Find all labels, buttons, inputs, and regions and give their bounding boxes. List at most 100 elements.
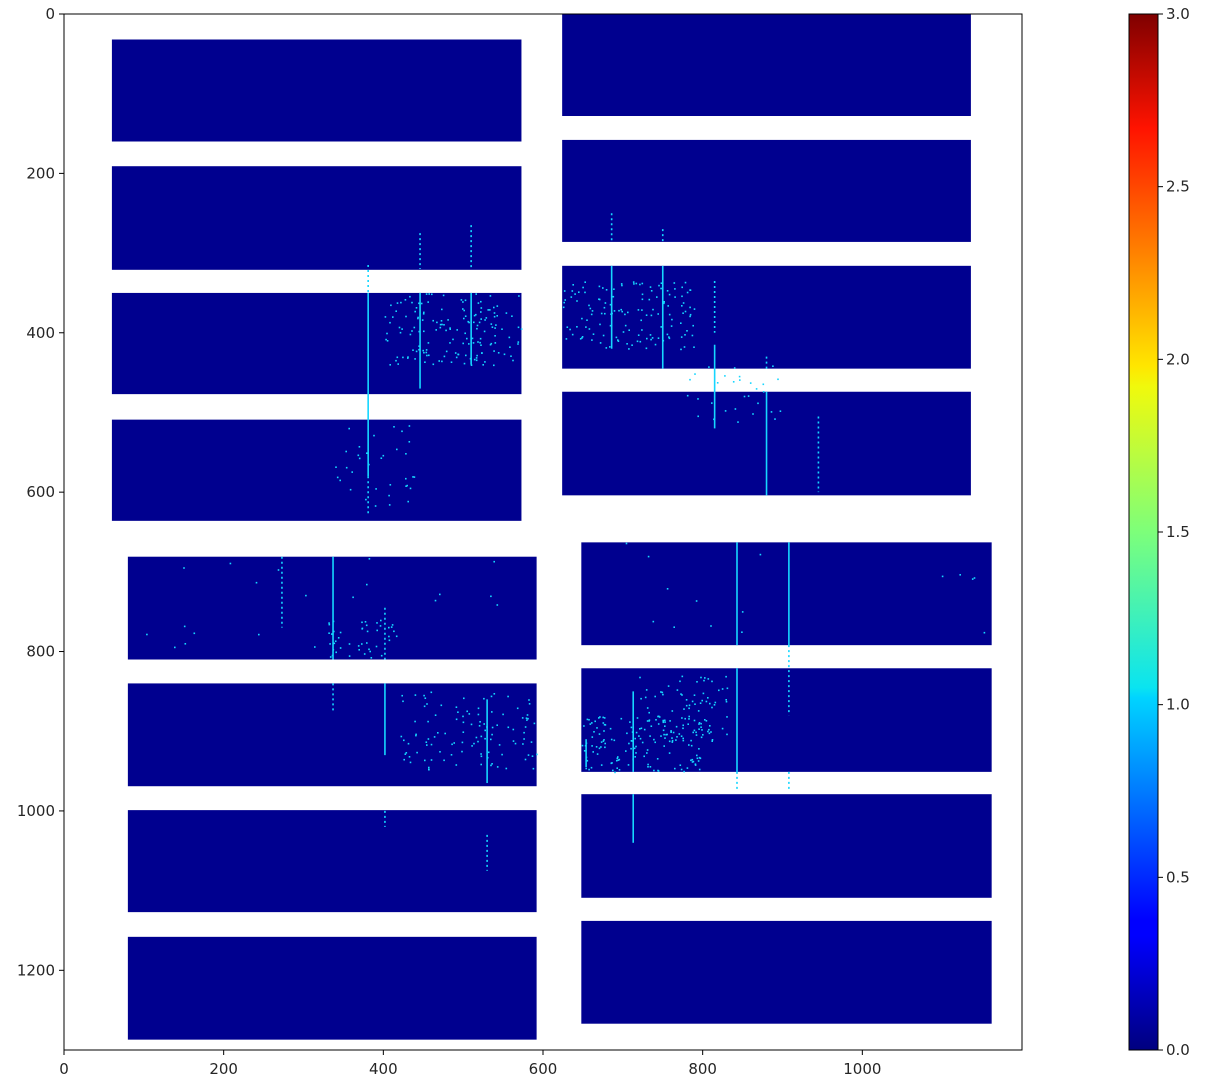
- hit-pixel: [708, 728, 710, 731]
- hit-pixel: [501, 753, 503, 756]
- hit-pixel: [654, 695, 656, 698]
- hit-pixel: [600, 764, 603, 766]
- hit-pixel: [489, 295, 492, 297]
- hit-pixel: [724, 375, 726, 377]
- hit-pixel: [591, 722, 593, 724]
- hit-pixel: [493, 693, 496, 695]
- module-10: [127, 683, 537, 787]
- hit-pixel: [503, 353, 506, 356]
- hit-pixel: [617, 339, 619, 341]
- hit-pixel: [477, 713, 480, 716]
- hit-pixel: [497, 352, 500, 354]
- hit-pixel: [671, 739, 674, 742]
- hit-pixel: [680, 768, 683, 771]
- hit-pixel: [658, 716, 661, 718]
- hit-pixel: [663, 745, 665, 747]
- hit-pixel: [598, 747, 601, 750]
- hit-pixel: [654, 343, 657, 346]
- hit-pixel: [384, 316, 387, 318]
- hit-pixel: [414, 694, 417, 696]
- hit-pixel: [484, 361, 486, 363]
- hit-pixel: [657, 769, 659, 772]
- hit-pixel: [631, 740, 633, 742]
- hit-pixel: [255, 581, 258, 584]
- hit-pixel: [634, 756, 636, 758]
- hit-pixel: [365, 498, 367, 501]
- hit-pixel: [713, 418, 715, 421]
- hit-pixel: [602, 287, 604, 289]
- hit-pixel: [635, 745, 637, 748]
- hit-pixel: [603, 723, 606, 726]
- hit-pixel: [683, 770, 685, 773]
- hit-pixel: [524, 726, 527, 728]
- hit-pixel: [681, 675, 684, 678]
- hit-pixel: [576, 326, 578, 328]
- hit-pixel: [700, 736, 703, 739]
- hit-pixel: [428, 766, 430, 769]
- hit-pixel: [662, 719, 665, 722]
- hit-pixel: [693, 719, 696, 722]
- hit-pixel: [404, 299, 407, 301]
- hit-pixel: [657, 715, 660, 718]
- hit-pixel: [368, 558, 371, 560]
- hit-pixel: [636, 340, 639, 343]
- hit-pixel: [627, 311, 629, 314]
- y-tick-label: 200: [26, 164, 55, 182]
- hit-pixel: [660, 282, 663, 284]
- hit-pixel: [592, 333, 595, 335]
- hit-pixel: [466, 710, 468, 713]
- hit-pixel: [480, 344, 482, 346]
- hit-pixel: [426, 703, 428, 705]
- hit-pixel: [983, 631, 986, 634]
- hit-pixel: [588, 328, 591, 330]
- hit-pixel: [676, 689, 679, 691]
- hit-pixel: [528, 703, 531, 705]
- hit-pixel: [603, 730, 605, 732]
- hit-pixel: [602, 716, 604, 719]
- hit-pixel: [684, 281, 687, 284]
- hit-pixel: [700, 726, 702, 728]
- hit-pixel: [453, 742, 455, 744]
- hit-pixel: [183, 625, 186, 628]
- hit-pixel: [737, 421, 739, 423]
- hit-pixel: [639, 737, 642, 740]
- hit-pixel: [479, 721, 481, 723]
- hit-pixel: [525, 717, 528, 719]
- module-1: [111, 39, 522, 142]
- hit-pixel: [443, 355, 446, 358]
- hit-pixel: [329, 643, 331, 645]
- hit-pixel: [691, 761, 694, 763]
- y-tick-label: 0: [45, 5, 55, 23]
- hit-pixel: [741, 631, 743, 633]
- hit-pixel: [496, 305, 499, 307]
- hit-pixel: [374, 505, 377, 507]
- hit-pixel: [427, 720, 429, 723]
- hit-pixel: [640, 319, 642, 322]
- hit-pixel: [477, 707, 480, 710]
- hit-pixel: [616, 767, 618, 769]
- hit-pixel: [704, 677, 706, 679]
- hit-pixel: [628, 329, 630, 331]
- hit-pixel: [641, 309, 643, 311]
- hit-pixel: [489, 343, 492, 346]
- hit-pixel: [444, 732, 446, 735]
- hit-pixel: [416, 751, 418, 754]
- hit-pixel: [669, 720, 671, 722]
- hit-pixel: [399, 331, 402, 334]
- hit-pixel: [664, 725, 666, 727]
- hit-pixel: [609, 346, 611, 348]
- hit-pixel: [425, 349, 428, 351]
- hit-pixel: [430, 691, 433, 694]
- hit-pixel: [759, 553, 762, 556]
- hit-pixel: [683, 346, 686, 348]
- hit-pixel: [596, 753, 599, 755]
- hit-pixel: [592, 751, 594, 753]
- hit-pixel: [639, 283, 641, 286]
- hit-pixel: [631, 344, 633, 346]
- hit-pixel: [779, 410, 782, 412]
- hit-pixel: [505, 312, 508, 314]
- hit-pixel: [512, 740, 515, 742]
- hit-pixel: [428, 293, 430, 295]
- hit-pixel: [666, 290, 669, 292]
- hit-pixel: [493, 364, 495, 367]
